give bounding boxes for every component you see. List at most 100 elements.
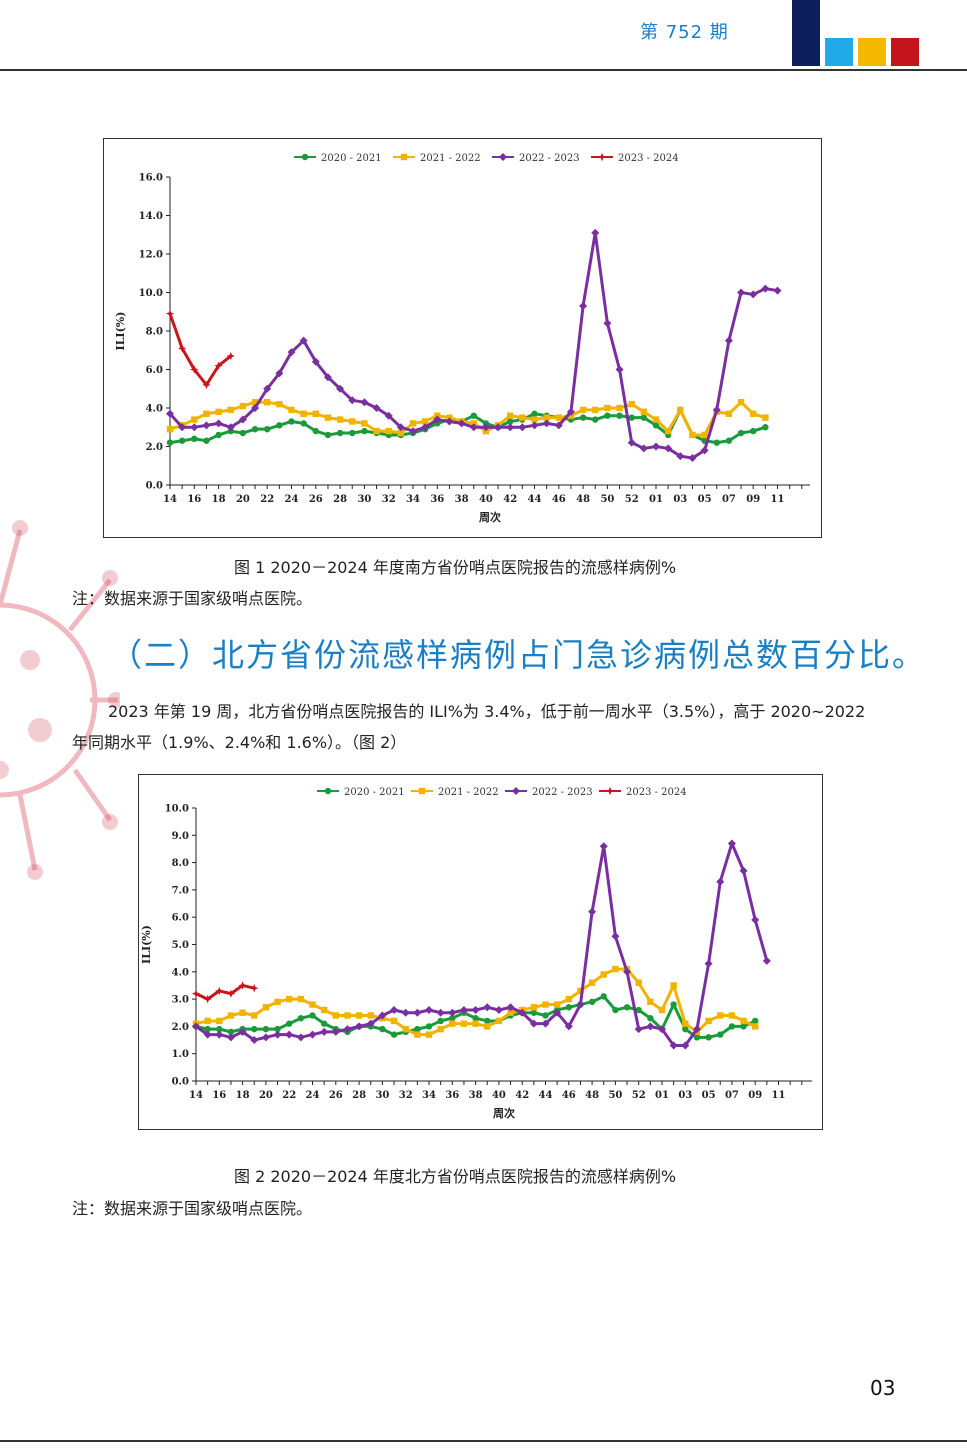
- data-point: [300, 420, 307, 427]
- data-point: [647, 998, 654, 1006]
- data-point: [226, 423, 235, 432]
- x-tick-label: 36: [445, 1090, 459, 1101]
- data-point: [740, 1023, 747, 1030]
- data-point: [190, 423, 199, 432]
- x-tick-label: 11: [772, 1090, 786, 1101]
- figure-2-note: 注：数据来源于国家级哨点医院。: [72, 1199, 313, 1218]
- x-tick-label: 18: [212, 494, 226, 505]
- data-point: [635, 979, 642, 986]
- data-point: [603, 319, 612, 328]
- data-point: [676, 452, 685, 461]
- data-point: [639, 444, 648, 453]
- data-point: [739, 866, 748, 875]
- data-point: [276, 422, 283, 429]
- x-tick-label: 32: [382, 494, 396, 505]
- x-tick-label: 20: [259, 1090, 273, 1101]
- data-point: [251, 425, 259, 433]
- x-tick-label: 16: [187, 494, 201, 505]
- y-tick-label: 12.0: [139, 250, 163, 261]
- data-point: [646, 1022, 655, 1031]
- legend-marker: [512, 787, 520, 795]
- data-point: [604, 412, 611, 419]
- data-point: [203, 994, 212, 1004]
- data-point: [336, 384, 345, 393]
- data-point: [700, 446, 709, 455]
- data-point: [309, 1012, 316, 1019]
- data-point: [670, 982, 677, 989]
- data-point: [437, 1025, 444, 1033]
- data-point: [215, 431, 222, 439]
- data-point: [309, 1001, 316, 1008]
- virus-decoration: [0, 520, 120, 880]
- x-tick-label: 32: [399, 1090, 413, 1101]
- data-point: [286, 995, 293, 1003]
- data-point: [669, 1041, 678, 1050]
- legend-item: 2020 - 2021: [294, 153, 382, 164]
- y-tick-label: 0.0: [172, 1077, 189, 1088]
- data-point: [531, 410, 538, 417]
- x-tick-label: 24: [306, 1090, 320, 1101]
- data-point: [402, 1025, 409, 1033]
- data-point: [425, 1023, 433, 1030]
- paragraph-line-2: 年同期水平（1.9%、2.4%和 1.6%）。（图 2）: [72, 733, 407, 752]
- y-tick-label: 16.0: [139, 173, 163, 184]
- data-point: [165, 309, 175, 318]
- x-tick-label: 34: [406, 494, 420, 505]
- x-tick-label: 01: [649, 494, 663, 505]
- x-tick-label: 46: [562, 1090, 576, 1101]
- data-point: [737, 288, 746, 297]
- legend-marker: [418, 787, 426, 795]
- data-point: [202, 421, 211, 430]
- data-point: [250, 983, 259, 993]
- data-point: [616, 412, 623, 419]
- data-point: [401, 1008, 410, 1017]
- y-tick-label: 0.0: [146, 481, 163, 492]
- data-point: [494, 1006, 503, 1015]
- footer-divider: [0, 1440, 967, 1442]
- data-point: [689, 431, 696, 439]
- data-point: [286, 1020, 293, 1027]
- data-point: [750, 410, 757, 417]
- data-point: [296, 1033, 305, 1042]
- x-tick-label: 50: [608, 1090, 622, 1101]
- x-tick-label: 52: [625, 494, 639, 505]
- data-point: [670, 1001, 677, 1008]
- data-point: [705, 1034, 712, 1041]
- x-tick-label: 40: [479, 494, 493, 505]
- data-point: [494, 423, 503, 432]
- data-point: [518, 423, 527, 432]
- y-tick-label: 14.0: [139, 211, 163, 222]
- y-tick-label: 2.0: [172, 1022, 189, 1033]
- data-point: [542, 419, 551, 428]
- data-point: [484, 1017, 491, 1025]
- data-point: [397, 429, 405, 437]
- data-point: [385, 427, 392, 435]
- x-tick-label: 05: [702, 1090, 716, 1101]
- data-point: [262, 1004, 270, 1011]
- data-point: [616, 404, 623, 412]
- data-point: [682, 1020, 689, 1027]
- data-point: [204, 1017, 211, 1025]
- data-point: [238, 981, 247, 990]
- data-point: [762, 414, 769, 421]
- data-point: [599, 842, 608, 851]
- data-point: [724, 336, 733, 345]
- data-point: [506, 423, 515, 432]
- data-point: [226, 989, 236, 998]
- data-point: [752, 1017, 759, 1025]
- x-tick-label: 22: [260, 494, 274, 505]
- data-point: [530, 421, 539, 430]
- data-point: [308, 1030, 317, 1039]
- series-line: [168, 313, 232, 387]
- x-tick-label: 09: [746, 494, 760, 505]
- data-point: [471, 1006, 480, 1015]
- data-point: [640, 408, 648, 416]
- data-point: [737, 399, 745, 406]
- chart-2-svg: 0.0 1.0 2.0 3.0 4.0 5.0 6.0 7.0 8.0 9.0 10.0 14 16 18…: [140, 786, 812, 1120]
- data-point: [344, 1012, 351, 1019]
- data-point: [300, 410, 307, 417]
- data-point: [214, 361, 223, 370]
- x-tick-label: 48: [576, 494, 590, 505]
- data-point: [166, 439, 174, 446]
- x-tick-label: 30: [357, 494, 371, 505]
